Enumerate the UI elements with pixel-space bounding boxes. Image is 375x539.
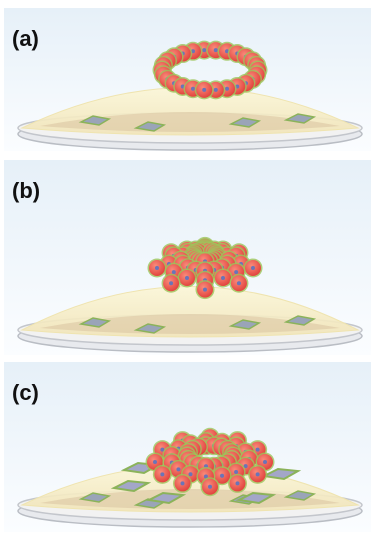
panel-label: (b): [12, 178, 40, 203]
panel-label: (a): [12, 26, 39, 51]
panel-label: (c): [12, 380, 39, 405]
panel: (b): [4, 160, 371, 355]
panel: (a): [4, 8, 371, 151]
page: (a)(b)(c) (() => { const data = JSON.par…: [0, 0, 375, 539]
panels: (a) (b) (c): [4, 8, 371, 532]
cell-nucleus: [214, 88, 218, 92]
cell-nucleus: [169, 281, 173, 285]
cell-nucleus: [263, 460, 267, 464]
cell-nucleus: [153, 460, 157, 464]
cell-nucleus: [256, 448, 260, 452]
cell-nucleus: [191, 87, 195, 91]
cell-nucleus: [236, 481, 240, 485]
cell-nucleus: [256, 472, 260, 476]
cell-nucleus: [225, 87, 229, 91]
cell-nucleus: [172, 270, 176, 274]
cell-nucleus: [237, 281, 241, 285]
cell-nucleus: [220, 474, 224, 478]
cell-nucleus: [234, 270, 238, 274]
cell-nucleus: [202, 88, 206, 92]
cell-nucleus: [160, 472, 164, 476]
cell-nucleus: [181, 481, 185, 485]
cell-nucleus: [203, 288, 207, 292]
cell-nucleus: [234, 470, 238, 474]
cell-nucleus: [155, 266, 159, 270]
cell-nucleus: [208, 485, 212, 489]
figure: (a) (b) (c): [0, 0, 375, 539]
cell-nucleus: [251, 266, 255, 270]
cell-nucleus: [214, 48, 218, 52]
cell-nucleus: [202, 48, 206, 52]
panel: (c): [4, 362, 371, 532]
cell-nucleus: [185, 276, 189, 280]
cell-nucleus: [176, 467, 180, 471]
cell-nucleus: [189, 472, 193, 476]
cell-nucleus: [221, 276, 225, 280]
